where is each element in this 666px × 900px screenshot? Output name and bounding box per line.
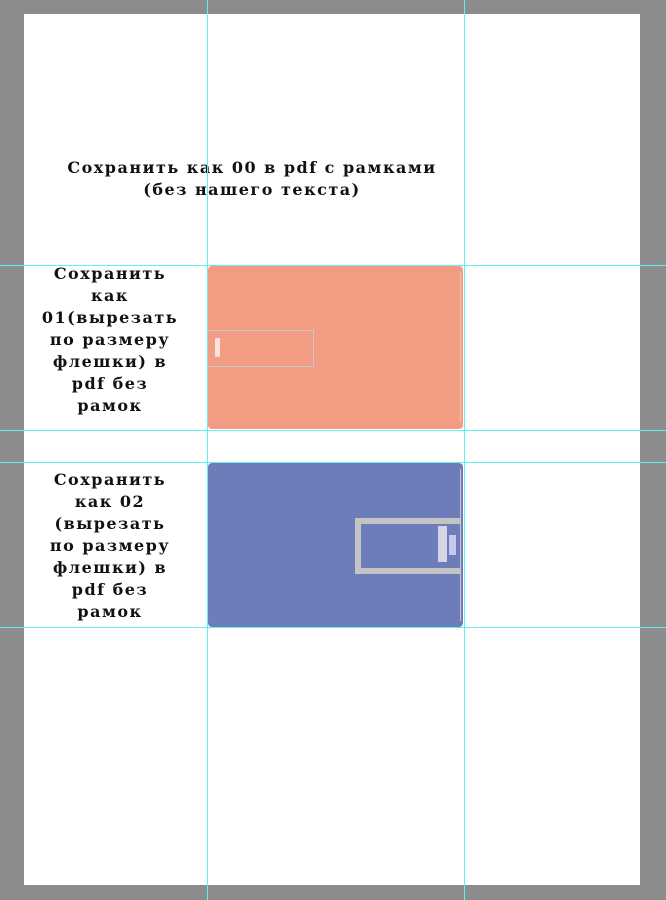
guide-vertical[interactable] — [464, 0, 465, 900]
flash-card-02[interactable] — [208, 463, 463, 627]
guide-horizontal[interactable] — [0, 430, 666, 431]
usb-connector-frame — [355, 518, 461, 574]
guide-horizontal[interactable] — [0, 627, 666, 628]
flash-card-01[interactable] — [208, 266, 463, 429]
usb-connector-outline — [209, 330, 314, 367]
label-01-text: Сохранить как 01(вырезать по размеру фле… — [41, 264, 179, 415]
heading-text: Сохранить как 00 в pdf с рамками (без на… — [67, 158, 437, 199]
guide-horizontal[interactable] — [0, 265, 666, 266]
card-edge-line — [460, 272, 461, 422]
card-edge-line — [460, 469, 461, 621]
guide-horizontal[interactable] — [0, 462, 666, 463]
usb-contact — [215, 338, 220, 357]
usb-contact — [449, 535, 456, 555]
usb-plug — [438, 526, 447, 562]
document-canvas — [24, 14, 640, 885]
guide-vertical[interactable] — [207, 0, 208, 900]
label-02-text: Сохранить как 02 (вырезать по размеру фл… — [49, 470, 171, 621]
